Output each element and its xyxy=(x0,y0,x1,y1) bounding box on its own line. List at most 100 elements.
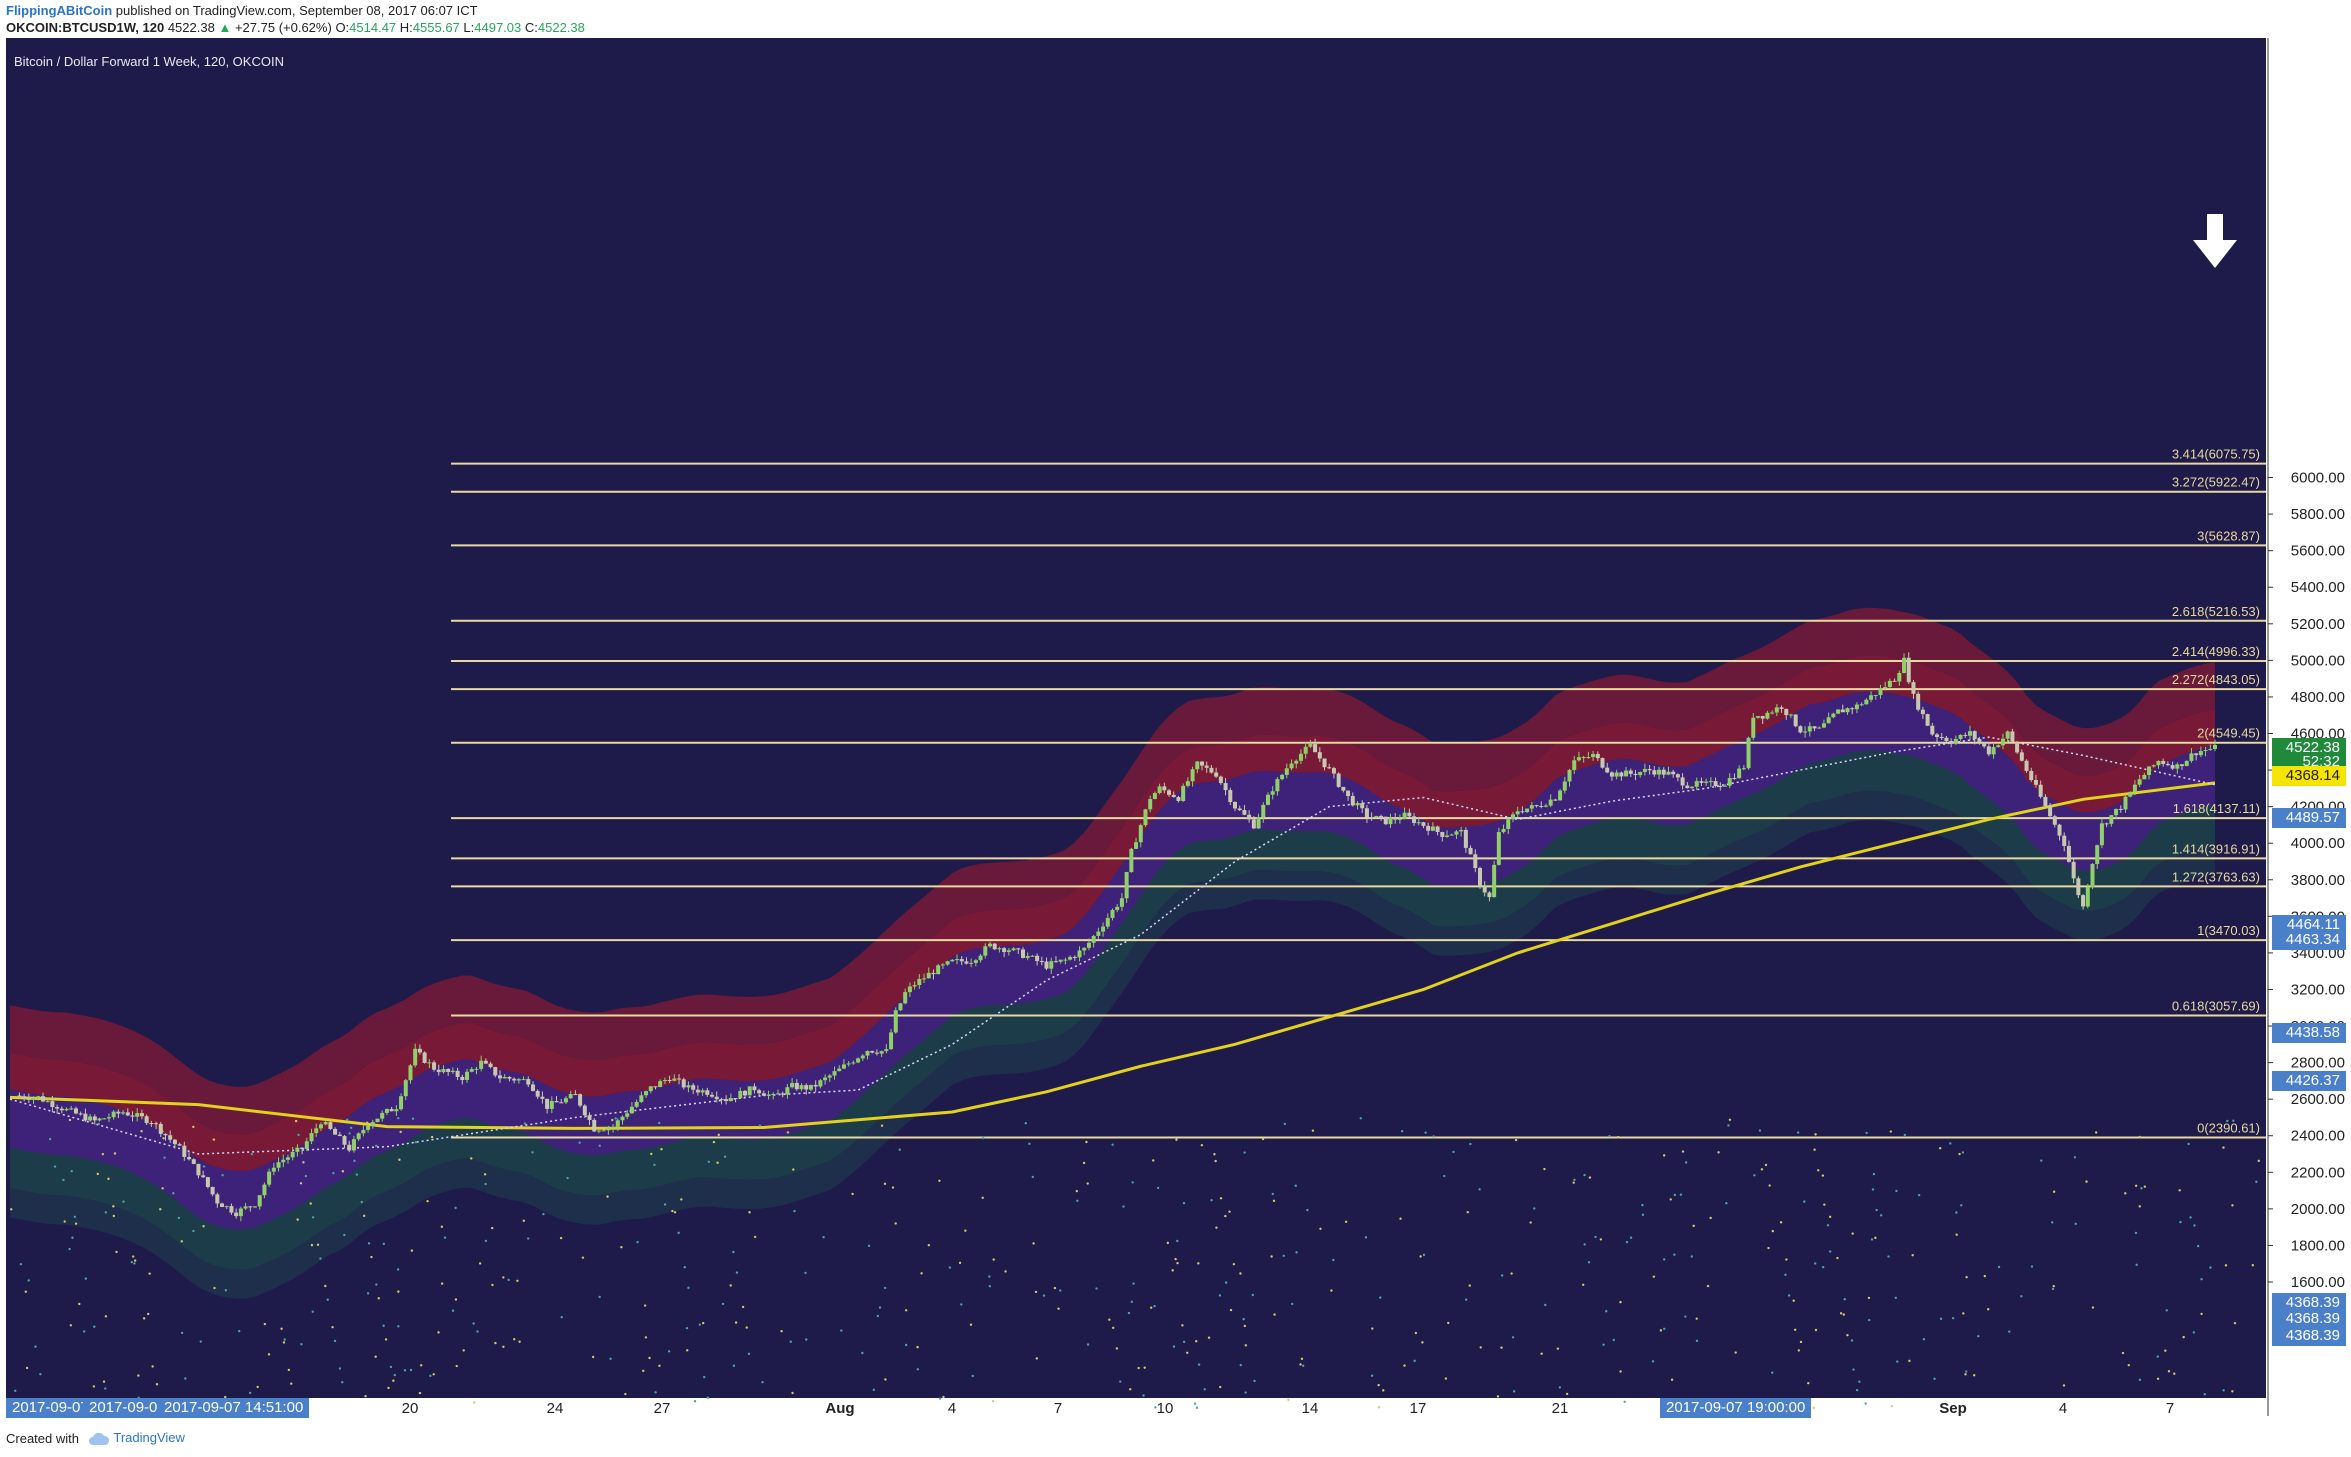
candle-body xyxy=(417,1048,422,1053)
candle-body xyxy=(1341,786,1346,791)
volume-dot xyxy=(1587,1261,1591,1264)
volume-dot xyxy=(680,1198,683,1201)
volume-dot xyxy=(1156,1186,1160,1190)
volume-dot xyxy=(1512,1390,1516,1393)
candle-body xyxy=(300,1147,305,1149)
ma-long-line xyxy=(9,781,2216,1130)
volume-dot xyxy=(398,1158,401,1161)
volume-dot xyxy=(502,1345,505,1348)
candle-body xyxy=(314,1128,319,1133)
volume-dot xyxy=(1306,1208,1309,1212)
candle-body xyxy=(1105,917,1110,927)
volume-dot xyxy=(1300,1357,1304,1361)
volume-dot xyxy=(432,1373,435,1376)
volume-dot xyxy=(2156,1377,2160,1380)
created-with-text: Created with xyxy=(6,1431,79,1446)
volume-dot xyxy=(1224,1281,1228,1284)
volume-dot xyxy=(238,1329,241,1333)
volume-dot xyxy=(1663,1327,1666,1331)
volume-dot xyxy=(1478,1188,1481,1191)
volume-dot xyxy=(1887,1255,1890,1258)
volume-dot xyxy=(1330,1289,1333,1292)
candle-body xyxy=(450,1070,455,1073)
volume-dot xyxy=(1836,1256,1839,1260)
volume-dot xyxy=(409,1368,413,1372)
volume-dot xyxy=(309,1202,312,1205)
volume-dot xyxy=(454,1206,457,1210)
volume-dot xyxy=(981,1136,985,1140)
price-badge: 4368.39 xyxy=(2272,1293,2346,1314)
candle-body xyxy=(1723,785,1727,787)
volume-dot xyxy=(693,1400,697,1403)
y-tick-label: 2400.00 xyxy=(2291,1128,2345,1145)
volume-dot xyxy=(717,1133,720,1137)
volume-dot xyxy=(2165,1309,2168,1312)
volume-dot xyxy=(440,1225,444,1228)
volume-dot xyxy=(2203,1393,2206,1396)
volume-dot xyxy=(523,1122,527,1125)
candle-body xyxy=(860,1055,865,1059)
candle-body xyxy=(757,1090,762,1094)
candle-body xyxy=(427,1062,432,1064)
candle-body xyxy=(366,1125,371,1130)
candle-body xyxy=(139,1113,144,1117)
candle-body xyxy=(2085,887,2090,907)
candle-body xyxy=(700,1090,705,1093)
volume-dot xyxy=(212,1138,216,1141)
volume-dot xyxy=(2251,1264,2255,1267)
candle-body xyxy=(545,1098,550,1109)
volume-dot xyxy=(732,1364,736,1367)
candle-body xyxy=(1412,816,1417,823)
candle-body xyxy=(196,1163,201,1176)
volume-dot xyxy=(1933,1377,1936,1381)
volume-dot xyxy=(2189,1216,2192,1219)
tradingview-link[interactable]: TradingView xyxy=(88,1430,185,1446)
volume-dot xyxy=(789,1340,792,1343)
volume-dot xyxy=(302,1161,305,1164)
candle-body xyxy=(78,1113,83,1115)
high-value: 4555.67 xyxy=(412,20,460,35)
candle-body xyxy=(1968,731,1972,736)
candle-body xyxy=(1039,961,1044,963)
published-text: published on TradingView.com, September … xyxy=(115,3,478,18)
tradingview-label: TradingView xyxy=(113,1430,185,1445)
volume-dot xyxy=(221,1174,224,1177)
volume-dot xyxy=(250,1152,254,1156)
volume-dot xyxy=(2051,1287,2055,1291)
candle-body xyxy=(2024,760,2029,771)
volume-dot xyxy=(1889,1130,1893,1133)
volume-dot xyxy=(1243,1324,1247,1328)
candle-body xyxy=(2057,824,2062,836)
volume-dot xyxy=(280,1327,283,1330)
author-link[interactable]: FlippingABitCoin xyxy=(6,3,113,18)
volume-dot xyxy=(1301,1364,1305,1367)
volume-dot xyxy=(478,1262,482,1265)
candle-body xyxy=(945,961,950,965)
x-tick-label: 20 xyxy=(402,1400,419,1417)
volume-dot xyxy=(1142,1394,1145,1397)
volume-dot xyxy=(1261,1137,1265,1141)
candle-body xyxy=(625,1113,630,1117)
candle-body xyxy=(1821,723,1826,728)
candle-body xyxy=(1251,819,1256,829)
candle-body xyxy=(1628,770,1633,774)
candle-body xyxy=(629,1106,634,1114)
volume-dot xyxy=(791,1391,794,1395)
candle-body xyxy=(399,1096,404,1110)
cloud-icon xyxy=(89,1432,110,1445)
candle-body xyxy=(149,1123,154,1125)
price-chart[interactable]: 0(2390.61) 0.618(3057.69) 1(3470.03) 1.272(… xyxy=(0,38,2351,1418)
y-tick-label: 2000.00 xyxy=(2291,1201,2345,1218)
volume-dot xyxy=(1826,1224,1830,1227)
candle-body xyxy=(413,1048,418,1066)
volume-dot xyxy=(643,1304,647,1307)
candle-body xyxy=(187,1157,192,1160)
volume-dot xyxy=(1692,1224,1695,1228)
volume-dot xyxy=(39,1372,42,1376)
volume-dot xyxy=(2040,1159,2043,1162)
middle-band xyxy=(10,691,2215,1230)
volume-dot xyxy=(2182,1335,2185,1339)
candle-body xyxy=(563,1098,568,1103)
candle-body xyxy=(747,1086,752,1096)
candle-body xyxy=(483,1060,488,1064)
